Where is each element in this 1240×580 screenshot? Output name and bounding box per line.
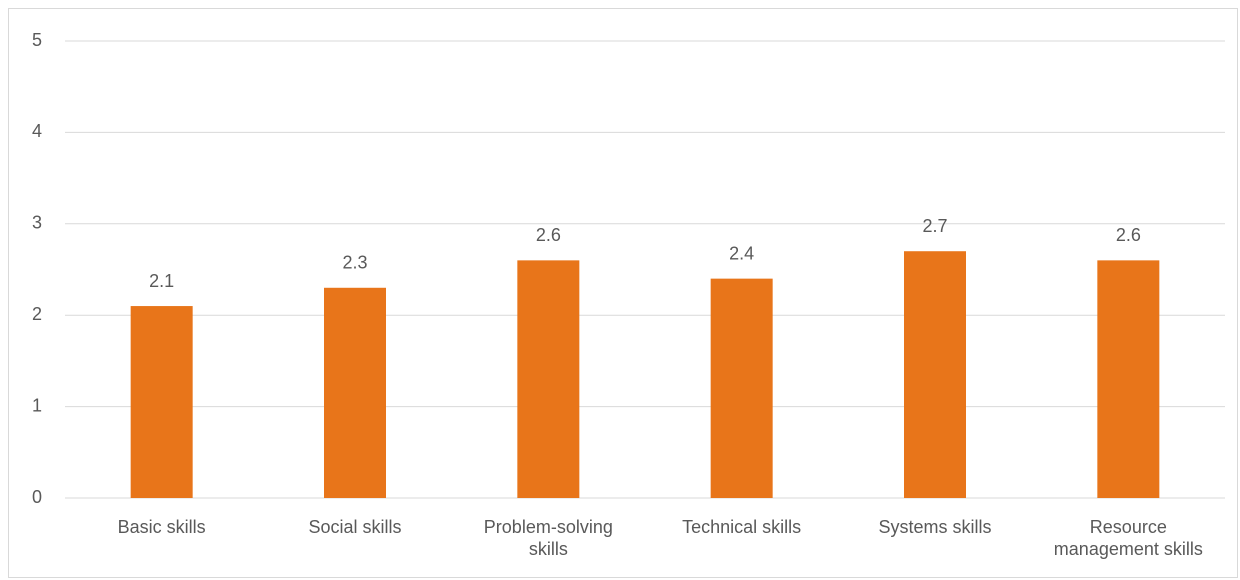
x-tick-label: Technical skills [682,517,802,537]
data-label: 2.4 [729,243,754,263]
x-tick-label: Systems skills [878,517,992,537]
data-label: 2.3 [342,253,367,273]
y-tick-label: 5 [32,30,42,50]
x-tick-label: Resource management skills [1053,517,1203,559]
bar [517,260,580,498]
data-label: 2.6 [1116,225,1141,245]
y-tick-label: 2 [32,304,42,324]
bar [1097,260,1160,498]
y-tick-label: 1 [32,395,42,415]
y-tick-label: 4 [32,121,42,141]
chart-border [8,8,1238,578]
bar [130,306,193,498]
data-label: 2.7 [922,216,947,236]
data-label: 2.1 [149,271,174,291]
data-label: 2.6 [536,225,561,245]
y-tick-label: 3 [32,213,42,233]
x-tick-label: Problem-solving skills [483,517,613,559]
x-tick-label: Social skills [308,517,402,537]
bar [324,287,386,498]
bar [904,251,966,498]
y-tick-label: 0 [32,487,42,507]
bar [710,278,773,498]
x-tick-label: Basic skills [117,517,206,537]
